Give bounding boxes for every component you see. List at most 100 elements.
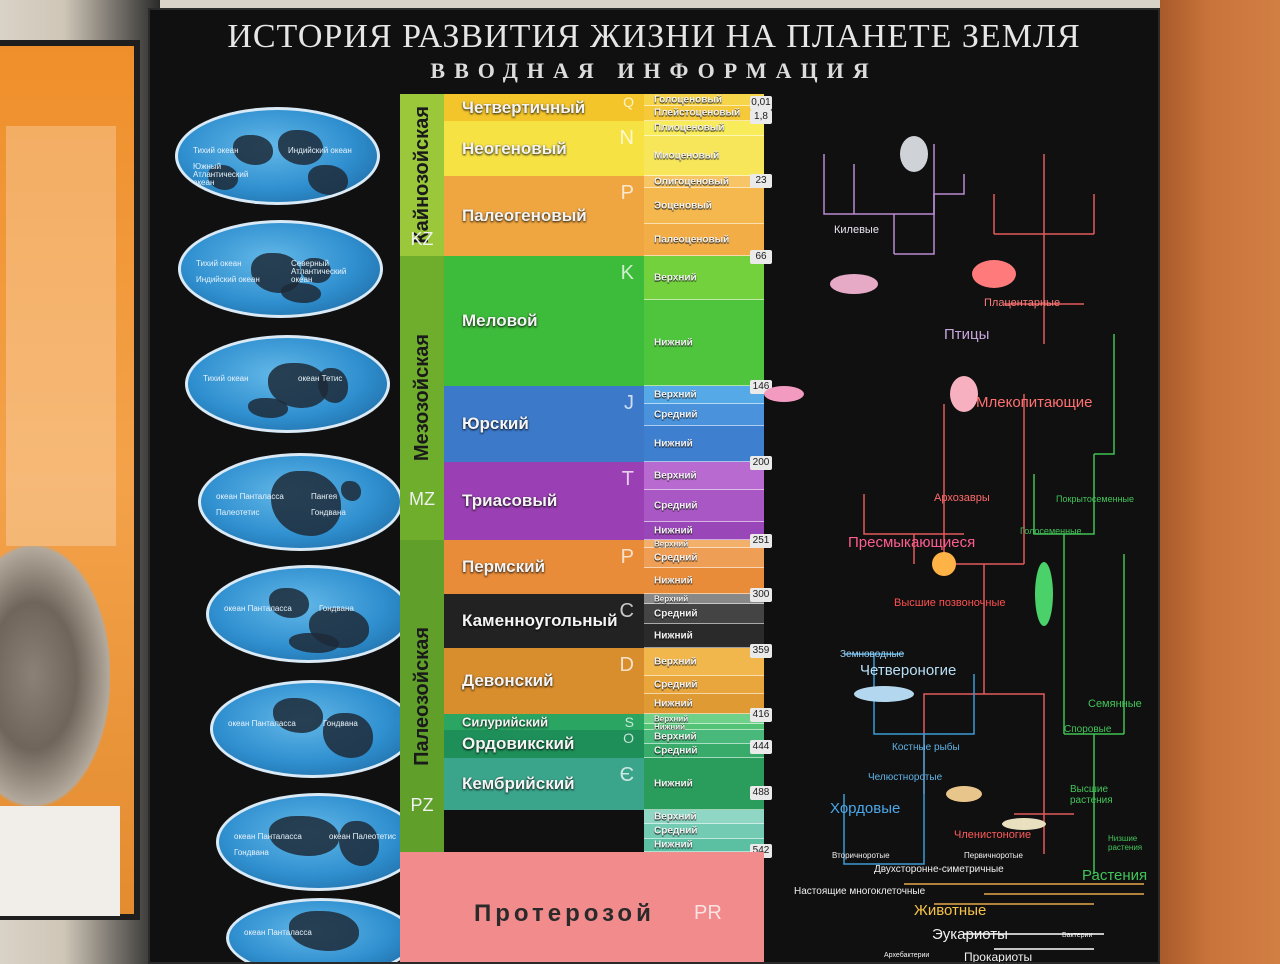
- continent-shape: [301, 258, 331, 283]
- period-code: Є: [619, 764, 634, 786]
- continent-shape: [208, 165, 238, 190]
- period-name: Девонский: [462, 671, 554, 690]
- vitrine-plinth: [0, 806, 120, 916]
- paleo-globe: океан Панталасса Гондвана: [210, 680, 415, 778]
- epoch-cell: Палеоценовый: [644, 224, 764, 256]
- epoch-name: Нижний: [654, 722, 686, 731]
- period-code: J: [624, 392, 634, 414]
- museum-vitrine: [0, 40, 140, 920]
- label-pokrytosemennye: Покрытосеменные: [1056, 494, 1135, 504]
- globe-label: Тихий океан: [203, 374, 249, 383]
- globe-label: Индийский океан: [196, 275, 260, 284]
- label-golosemennye: Голосеменные: [1020, 526, 1082, 536]
- epoch-cell: Средний: [644, 604, 764, 624]
- period-block: Палеогеновый P: [444, 176, 644, 256]
- epoch-cell: Миоценовый: [644, 136, 764, 176]
- epoch-cell: Верхний: [644, 594, 764, 604]
- epoch-cell: Эоценовый: [644, 188, 764, 224]
- continent-shape: [281, 283, 321, 303]
- epoch-cell: Средний: [644, 404, 764, 426]
- globe-label: океан Панталасса: [244, 928, 312, 937]
- paleo-globe: Тихий океан Северный Атлантический океан И…: [178, 220, 383, 318]
- label-nizshie-rasteniya: Низшие растения: [1108, 834, 1143, 852]
- continent-shape: [269, 588, 309, 618]
- epoch-name: Средний: [654, 679, 698, 690]
- period-block: Четвертичный Q: [444, 94, 644, 121]
- epoch-name: Плиоценовый: [654, 122, 725, 134]
- ceiling-strip: [160, 0, 1160, 8]
- label-vtorichnorotye: Вторичноротые: [832, 851, 890, 860]
- epoch-cell: Нижний: [644, 839, 764, 852]
- epoch-cell: Голоценовый: [644, 94, 764, 106]
- period-block: Триасовый T: [444, 462, 644, 540]
- label-zemnovodnye: Земноводные: [840, 649, 905, 660]
- label-arkhebakterii: Архебактерии: [884, 952, 930, 959]
- vitrine-glass: [6, 126, 116, 546]
- epoch-name: Нижний: [654, 778, 693, 789]
- epoch-name: Верхний: [654, 714, 689, 723]
- epoch-name: Эоценовый: [654, 200, 712, 211]
- paleo-globe: океан Панталасса океан Палеотетис Гондвана: [216, 793, 421, 891]
- globe-label: Пангея: [311, 492, 338, 501]
- label-chetveronogie: Четвероногие: [860, 662, 957, 679]
- epoch-cell: Верхний: [644, 256, 764, 300]
- epoch-name: Верхний: [654, 594, 689, 603]
- globe-label: Гондвана: [319, 604, 354, 613]
- period-block: Пермский P: [444, 540, 644, 594]
- era-name: Кайнозойская: [410, 106, 433, 244]
- period-name: Пермский: [462, 557, 546, 576]
- epoch-name: Нижний: [654, 575, 693, 586]
- epoch-name: Нижний: [654, 839, 693, 851]
- continent-shape: [278, 130, 323, 165]
- label-chelyustnorotye: Челюстноротые: [868, 772, 943, 783]
- era-cenozoic: Кайнозойская KZ: [400, 94, 444, 256]
- label-ptitsy: Птицы: [944, 326, 990, 343]
- period-block: Кембрийский Є: [444, 758, 644, 810]
- era-name: Палеозойская: [410, 626, 433, 766]
- epoch-cell: Нижний: [644, 426, 764, 462]
- globe-label: Тихий океан: [193, 146, 239, 155]
- globe-label: океан Панталасса: [216, 492, 284, 501]
- period-block: Девонский D: [444, 648, 644, 714]
- label-vysshie-pozvonochnye: Высшие позвоночные: [894, 597, 1006, 609]
- boundary-age-label: 66: [750, 250, 772, 264]
- period-name: Ордовикский: [462, 734, 575, 753]
- epoch-name: Нижний: [654, 337, 693, 348]
- continent-shape: [233, 135, 273, 165]
- epoch-cell: Верхний: [644, 730, 764, 744]
- boundary-age-label: 0,01: [750, 96, 772, 110]
- period-name: Палеогеновый: [462, 206, 587, 225]
- epoch-name: Средний: [654, 552, 698, 563]
- globe-label: океан Панталасса: [228, 719, 296, 728]
- continent-shape: [271, 471, 341, 536]
- globe-label: Северный Атлантический океан: [291, 259, 347, 284]
- period-name: Четвертичный: [462, 97, 586, 117]
- epoch-cell: Верхний: [644, 810, 764, 824]
- label-prokarioty: Прокариоты: [964, 950, 1033, 964]
- proterozoic-name: Протерозой: [474, 900, 655, 927]
- paleo-globe: океан Панталасса Пангея Палеотетис Гондвана: [198, 453, 403, 551]
- continent-shape: [341, 481, 361, 501]
- label-semennye: Семянные: [1088, 698, 1142, 710]
- epoch-cell: Средний: [644, 490, 764, 522]
- epoch-cell: Нижний: [644, 522, 764, 540]
- period-name: Каменноугольный: [462, 611, 618, 630]
- epoch-cell: Средний: [644, 548, 764, 568]
- globe-label: Южный Атлантический океан: [193, 162, 249, 187]
- period-block: Неогеновый N: [444, 121, 644, 176]
- epoch-cell: Верхний: [644, 462, 764, 490]
- period-name: Триасовый: [462, 491, 558, 510]
- epoch-cell: Верхний: [644, 386, 764, 404]
- epoch-name: Голоценовый: [654, 94, 723, 105]
- period-code: P: [620, 182, 634, 204]
- epoch-name: Нижний: [654, 525, 693, 536]
- board-subtitle: ВВОДНАЯ ИНФОРМАЦИЯ: [430, 58, 878, 83]
- period-code: N: [619, 127, 634, 149]
- proterozoic-code: PR: [694, 902, 722, 924]
- continent-shape: [318, 368, 348, 403]
- globe-label: Гондвана: [234, 848, 269, 857]
- period-block: Силурийский S: [444, 714, 644, 730]
- boundary-age-label: 488: [750, 786, 772, 800]
- label-vysshie-rasteniya: Высшие растения: [1070, 784, 1113, 806]
- period-name: Юрский: [462, 414, 529, 433]
